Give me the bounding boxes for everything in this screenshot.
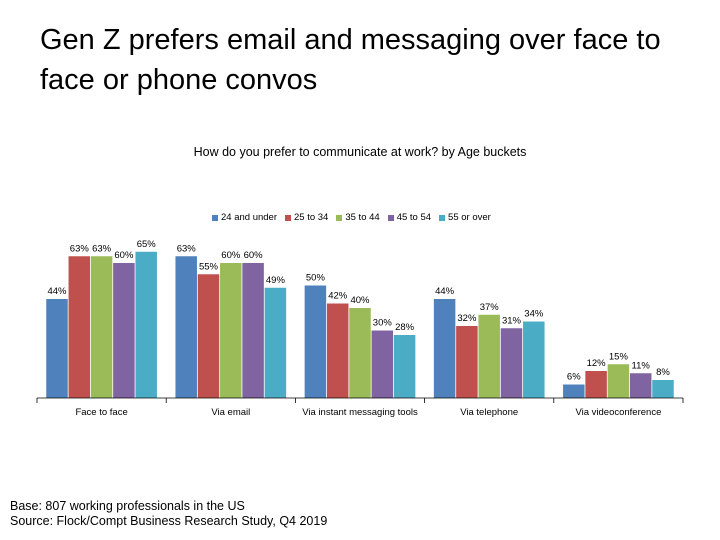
bar xyxy=(523,321,545,398)
bar xyxy=(46,299,68,398)
legend-swatch xyxy=(336,214,343,221)
bar xyxy=(393,335,416,398)
bar xyxy=(264,287,287,398)
data-label: 63% xyxy=(70,243,90,254)
bar xyxy=(197,274,220,398)
bar xyxy=(349,308,371,398)
legend-item: 55 or over xyxy=(439,212,491,223)
data-label: 50% xyxy=(306,273,326,284)
bar xyxy=(371,330,394,398)
bar xyxy=(68,256,91,398)
bar xyxy=(113,263,135,398)
legend-swatch xyxy=(439,214,446,221)
x-tick-label: Via telephone xyxy=(460,407,518,418)
bar xyxy=(607,364,630,398)
legend-item: 24 and under xyxy=(212,212,277,223)
bar xyxy=(90,256,113,398)
data-label: 40% xyxy=(350,295,370,306)
data-label: 8% xyxy=(656,367,670,378)
data-label: 60% xyxy=(221,250,241,261)
data-label: 32% xyxy=(457,313,477,324)
bar xyxy=(433,299,456,398)
bar xyxy=(242,263,264,398)
legend-swatch xyxy=(285,214,291,221)
footer: Base: 807 working professionals in the U… xyxy=(10,499,327,529)
bar xyxy=(563,384,585,398)
legend-label: 24 and under xyxy=(221,212,277,223)
data-label: 15% xyxy=(609,351,629,362)
slide-title: Gen Z prefers email and messaging over f… xyxy=(40,24,661,96)
x-tick-label: Via email xyxy=(211,407,250,418)
legend-label: 35 to 44 xyxy=(345,212,380,223)
chart-legend: 24 and under 25 to 34 35 to 44 45 to 54 … xyxy=(212,212,499,223)
bar xyxy=(175,256,197,398)
legend-label: 25 to 34 xyxy=(294,212,329,223)
legend-label: 45 to 54 xyxy=(396,212,432,223)
x-tick-label: Via videoconference xyxy=(575,407,661,418)
bar xyxy=(135,251,157,398)
legend-swatch xyxy=(212,214,218,221)
data-label: 49% xyxy=(266,275,286,286)
data-label: 28% xyxy=(395,322,415,333)
data-label: 55% xyxy=(199,261,219,272)
bar xyxy=(478,314,500,398)
data-label: 34% xyxy=(524,309,544,320)
data-label: 6% xyxy=(567,372,581,383)
data-label: 63% xyxy=(177,243,197,254)
legend-item: 35 to 44 xyxy=(336,212,380,223)
bar xyxy=(500,328,523,398)
legend-swatch xyxy=(387,214,394,221)
data-label: 37% xyxy=(480,302,500,313)
bar xyxy=(652,380,674,398)
data-label: 42% xyxy=(328,291,348,302)
data-label: 65% xyxy=(137,239,157,250)
data-label: 60% xyxy=(244,250,264,261)
data-label: 31% xyxy=(502,315,522,326)
footer-base: Base: 807 working professionals in the U… xyxy=(10,499,245,513)
data-label: 30% xyxy=(373,318,393,329)
bar xyxy=(585,371,607,398)
bar xyxy=(220,263,242,398)
legend-label: 55 or over xyxy=(448,212,491,223)
bar xyxy=(304,285,327,398)
legend-item: 45 to 54 xyxy=(387,212,432,223)
x-tick-label: Via instant messaging tools xyxy=(302,407,418,418)
x-tick-label: Face to face xyxy=(75,407,127,418)
legend-item: 25 to 34 xyxy=(285,212,328,223)
data-label: 11% xyxy=(632,360,651,371)
data-label: 44% xyxy=(47,286,67,297)
data-label: 44% xyxy=(435,286,455,297)
bar xyxy=(629,373,652,398)
bar xyxy=(326,303,349,398)
data-label: 60% xyxy=(114,250,134,261)
data-label: 12% xyxy=(587,358,607,369)
bar xyxy=(456,326,478,398)
footer-source: Source: Flock/Compt Business Research St… xyxy=(10,514,328,528)
chart-title: How do you prefer to communicate at work… xyxy=(193,145,527,159)
data-label: 63% xyxy=(92,243,112,254)
